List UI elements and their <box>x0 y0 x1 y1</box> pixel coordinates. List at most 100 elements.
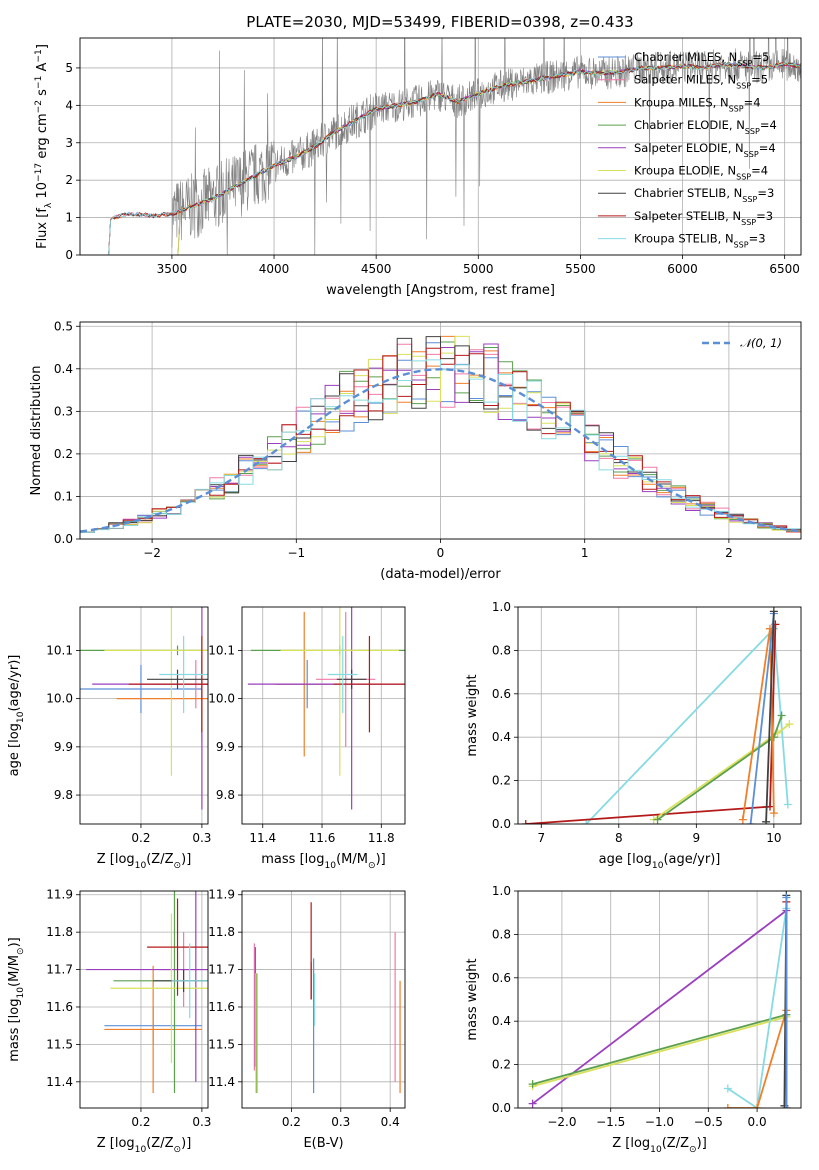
legend-entry: Kroupa ELODIE, NSSP=4 <box>634 164 768 182</box>
axes-frame <box>79 37 802 256</box>
panels: 3500 4000 4500 5000 5500 6000 6500 0 1 2 3 4 5 wavele… <box>7 37 802 1155</box>
errorbar-chabrier-stelib <box>336 669 367 689</box>
figure-title: PLATE=2030, MJD=53499, FIBERID=0398, z=0… <box>246 13 633 31</box>
spectrum-model-salpeter-stelib <box>106 62 801 255</box>
y-tick-label: 9.9 <box>216 740 235 754</box>
y-tick-label: 9.9 <box>54 740 73 754</box>
x-axis-label: age [log10(age/yr)] <box>599 852 721 871</box>
y-tick-label: 0.8 <box>492 643 511 657</box>
spectrum-model-salpeter-miles <box>106 62 801 255</box>
y-tick-label: 11.7 <box>208 963 235 977</box>
x-tick-label: 5000 <box>463 262 494 276</box>
spectrum-legend: Chabrier MILES, NSSP=5 Salpeter MILES, NS… <box>598 50 777 249</box>
plot-area <box>253 902 401 1094</box>
weight-marker <box>528 1080 537 1089</box>
weight-marker <box>782 893 791 902</box>
y-tick-label: 0.4 <box>492 730 511 744</box>
errorbar-kroupa-elodie <box>280 607 400 776</box>
weight-marker <box>769 809 778 818</box>
axes-frame <box>517 890 802 1109</box>
y-tick-label: 11.6 <box>46 1000 73 1014</box>
x-tick-label: 9 <box>693 831 701 845</box>
weight-marker <box>653 815 662 824</box>
legend-entry: Salpeter STELIB, NSSP=3 <box>634 209 773 227</box>
y-tick-label: 1 <box>65 211 73 225</box>
y-tick-label: 0.8 <box>492 927 511 941</box>
weight-marker <box>769 607 778 616</box>
y-tick-label: 11.9 <box>46 888 73 902</box>
y-axis-label: mass [log10(M/M⊙)] <box>7 937 26 1061</box>
weight-line-chabrier-elodie <box>532 1013 787 1085</box>
y-axis-label: mass weight <box>465 958 480 1040</box>
weight-marker <box>738 815 747 824</box>
errorbar-chabrier-stelib <box>147 669 208 689</box>
y-tick-label: 9.8 <box>54 788 73 802</box>
y-tick-label: 0.2 <box>492 1058 511 1072</box>
x-tick-label: 11.4 <box>249 831 276 845</box>
x-tick-label: −1.0 <box>645 1115 674 1129</box>
y-tick-label: 0.1 <box>54 489 73 503</box>
grid <box>80 891 208 1108</box>
weight-line-kroupa-stelib <box>727 908 788 1108</box>
y-tick-label: 11.7 <box>46 963 73 977</box>
weight-marker <box>753 1104 762 1108</box>
panel-age-vs-mass: 11.4 11.6 11.8 9.8 9.9 10.0 10.1 mass [log10(M/… <box>208 606 406 871</box>
weight-line-chabrier-stelib <box>765 611 775 822</box>
legend-entry: Chabrier STELIB, NSSP=3 <box>634 186 774 204</box>
panel-residuals: −2 −1 0 1 2 0.0 0.1 0.2 0.3 0.4 0.5 (data-model)/er… <box>29 319 802 582</box>
axes-frame <box>241 606 406 825</box>
grid <box>80 607 208 824</box>
weight-marker <box>762 817 771 824</box>
x-axis-label: Z [log10(Z/Z⊙)] <box>97 1136 192 1155</box>
legend-entry: Kroupa MILES, NSSP=4 <box>634 95 761 113</box>
plot-area <box>528 891 791 1108</box>
y-tick-label: 0.3 <box>54 404 73 418</box>
x-tick-label: 5500 <box>565 262 596 276</box>
plot-area <box>86 891 208 1094</box>
spectrum-model-chabrier-stelib <box>106 61 801 255</box>
errorbar-kroupa-stelib <box>327 635 358 714</box>
weight-marker <box>723 1104 732 1108</box>
panel-weight-vs-age: 7 8 9 10 0.0 0.2 0.4 0.6 0.8 1.0 age [log10(age/yr… <box>465 600 802 871</box>
panel-mass-vs-EBV: 0.2 0.3 0.4 11.4 11.5 11.6 11.7 11.8 11.9 E(B-V) <box>208 888 406 1151</box>
y-tick-label: 0.6 <box>492 971 511 985</box>
errorbar-salpeter-stelib <box>128 635 208 733</box>
y-tick-label: 11.4 <box>208 1075 235 1089</box>
weight-line-kroupa-miles <box>727 1010 788 1108</box>
x-axis-label: wavelength [Angstrom, rest frame] <box>326 283 555 298</box>
x-tick-label: 0.4 <box>381 1115 400 1129</box>
panel-spectrum: 3500 4000 4500 5000 5500 6000 6500 0 1 2 3 4 5 wavele… <box>34 37 802 298</box>
y-tick-label: 0.5 <box>54 319 73 333</box>
grid <box>242 891 405 1108</box>
x-tick-label: −1 <box>287 546 305 560</box>
weight-marker <box>782 1104 791 1108</box>
x-axis-label: E(B-V) <box>303 1136 343 1151</box>
y-tick-label: 3 <box>65 136 73 150</box>
histogram-kroupa-stelib <box>80 359 801 539</box>
y-tick-label: 11.8 <box>46 925 73 939</box>
y-tick-label: 11.6 <box>208 1000 235 1014</box>
errorbar-kroupa-stelib <box>171 943 208 1019</box>
plot-area <box>80 335 801 539</box>
y-axis-label: Normed distribution <box>29 366 44 496</box>
x-tick-label: 6000 <box>667 262 698 276</box>
axes-frame <box>79 606 209 825</box>
y-axis-label: age [log10(age/yr)] <box>7 655 26 777</box>
x-tick-label: 11.8 <box>368 831 395 845</box>
errorbar-chabrier-miles <box>80 664 202 714</box>
y-tick-label: 4 <box>65 98 73 112</box>
x-axis-label: (data-model)/error <box>380 567 501 582</box>
errorbar-salpeter-stelib <box>147 898 208 996</box>
x-tick-label: 0.2 <box>282 1115 301 1129</box>
panel-mass-vs-Z: 0.2 0.3 11.4 11.5 11.6 11.7 11.8 11.9 Z [log10(Z… <box>7 888 211 1155</box>
plot-area <box>106 38 801 255</box>
weight-marker <box>783 800 792 809</box>
x-tick-label: 4000 <box>259 262 290 276</box>
y-tick-label: 0.0 <box>492 1101 511 1115</box>
y-tick-label: 0.4 <box>492 1014 511 1028</box>
y-tick-label: 1.0 <box>492 884 511 898</box>
y-axis-label: Flux [fλ 10−17 erg cm−2 s−1 A−1] <box>34 44 54 249</box>
x-tick-label: 0 <box>437 546 445 560</box>
y-tick-label: 0.0 <box>54 532 73 546</box>
weight-marker <box>746 820 755 824</box>
